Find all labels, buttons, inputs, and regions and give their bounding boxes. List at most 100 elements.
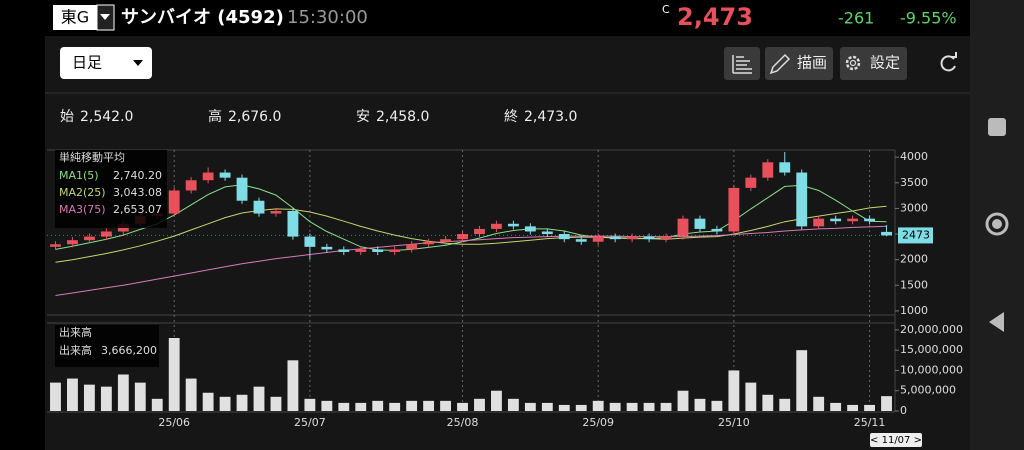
y-tick-label: 1500 xyxy=(900,278,928,291)
refresh-icon[interactable] xyxy=(940,55,956,72)
price-tag-box xyxy=(898,227,933,244)
volume-bar xyxy=(643,402,655,411)
period: 日足 xyxy=(72,54,102,72)
volume-bar xyxy=(830,402,842,411)
nav-recent[interactable] xyxy=(988,118,1006,136)
stock-name: サンバイオ (4592) xyxy=(121,7,284,28)
dropdown-arrow xyxy=(100,14,110,20)
candle-body xyxy=(100,231,112,237)
candle-body xyxy=(575,239,587,242)
candle-body xyxy=(796,172,808,227)
pencil-icon xyxy=(769,53,791,75)
candle-body xyxy=(389,249,401,252)
y-tick-label: 3500 xyxy=(900,176,928,189)
x-tick-label: 25/11 xyxy=(854,416,886,429)
candle-body xyxy=(67,240,78,245)
volume-bar xyxy=(847,404,859,411)
volume-bar xyxy=(304,398,316,411)
period-select[interactable] xyxy=(60,47,152,79)
volume-bar xyxy=(219,396,231,411)
candle-body xyxy=(762,162,774,178)
settings-button[interactable] xyxy=(840,47,907,80)
candle-body xyxy=(457,234,468,240)
candle-body xyxy=(236,177,248,201)
nav-home[interactable] xyxy=(985,212,1009,236)
candle-body xyxy=(406,244,418,250)
volume-bar xyxy=(711,400,723,411)
candle-body xyxy=(728,187,740,232)
x-tick-label: 25/06 xyxy=(158,416,190,429)
legend-value: 2,653.07 xyxy=(113,203,162,216)
volume-bar xyxy=(609,402,621,411)
nav-home-dot xyxy=(992,219,1002,229)
volume-legend-name: 出来高 xyxy=(59,343,92,357)
volume-tick-label: 5,000,000 xyxy=(900,384,956,397)
gear-hub xyxy=(849,59,857,67)
nav-back[interactable] xyxy=(989,312,1004,332)
volume-bar xyxy=(813,396,825,411)
candle-body xyxy=(558,234,570,240)
volume-bar xyxy=(389,402,401,411)
candle-body xyxy=(338,249,350,252)
candle-body xyxy=(168,190,180,214)
volume-legend-box xyxy=(55,325,159,367)
ma-line xyxy=(55,225,887,296)
volume-bar xyxy=(796,350,808,411)
volume-bar xyxy=(491,390,502,411)
candle-body xyxy=(304,236,316,247)
volume-bar xyxy=(728,370,740,411)
candle-body xyxy=(745,177,757,188)
candle-body xyxy=(202,172,214,181)
ohlc-row: 始 2,542.0 高 2,676.0 安 2,458.0 終 2,473.0 xyxy=(60,108,577,125)
volume-bar xyxy=(151,398,163,411)
ohlc-label: 高 xyxy=(208,108,222,125)
candle-body xyxy=(50,244,61,247)
legend-value: 2,740.20 xyxy=(113,169,162,182)
volume-bar xyxy=(321,400,333,411)
draw-button[interactable] xyxy=(765,47,833,80)
y-tick-label: 2000 xyxy=(900,253,928,266)
ohlc-value: 2,473.0 xyxy=(524,109,577,125)
volume-bar xyxy=(592,400,604,411)
candle-body xyxy=(83,236,95,241)
volume-bar xyxy=(864,404,875,411)
candle-body xyxy=(626,236,638,240)
volume-bar xyxy=(372,400,384,411)
candle-body xyxy=(355,249,367,252)
volume-bar xyxy=(575,404,587,411)
volume-tick-label: 10,000,000 xyxy=(900,363,963,376)
candle-body xyxy=(881,231,892,236)
ohlc-label: 始 xyxy=(60,109,74,125)
volume-bar xyxy=(457,402,468,411)
volume-bar xyxy=(524,402,536,411)
volume-bar xyxy=(355,402,367,411)
y-tick-label: 1000 xyxy=(900,304,928,317)
volume-bar xyxy=(67,378,78,411)
volume-bar xyxy=(338,402,350,411)
volume-bar xyxy=(83,384,95,411)
y-tick-label: 4000 xyxy=(900,150,928,163)
volume-bar xyxy=(236,394,248,411)
ma-line xyxy=(55,205,887,263)
candle-body xyxy=(474,228,485,235)
volume-bar xyxy=(762,394,774,411)
market-box[interactable] xyxy=(53,5,97,30)
volume-bar xyxy=(779,398,791,411)
candle-body xyxy=(694,218,706,229)
legend-name: MA2(25) xyxy=(59,186,106,199)
volume-title: 出来高 xyxy=(59,325,92,339)
candle-body xyxy=(507,223,519,227)
volume-bar xyxy=(423,400,435,411)
y-tick-label: 3000 xyxy=(900,201,928,214)
candle-body xyxy=(609,236,621,240)
candle-body xyxy=(372,249,384,252)
candle-body xyxy=(864,218,875,222)
indicator-button[interactable] xyxy=(724,47,760,80)
candle-body xyxy=(423,241,435,245)
close-flag: C xyxy=(662,3,670,16)
volume-bar xyxy=(270,396,282,411)
ohlc-value: 2,542.0 xyxy=(80,109,133,125)
volume-bar xyxy=(100,386,112,411)
legend-value: 3,043.08 xyxy=(113,186,162,199)
